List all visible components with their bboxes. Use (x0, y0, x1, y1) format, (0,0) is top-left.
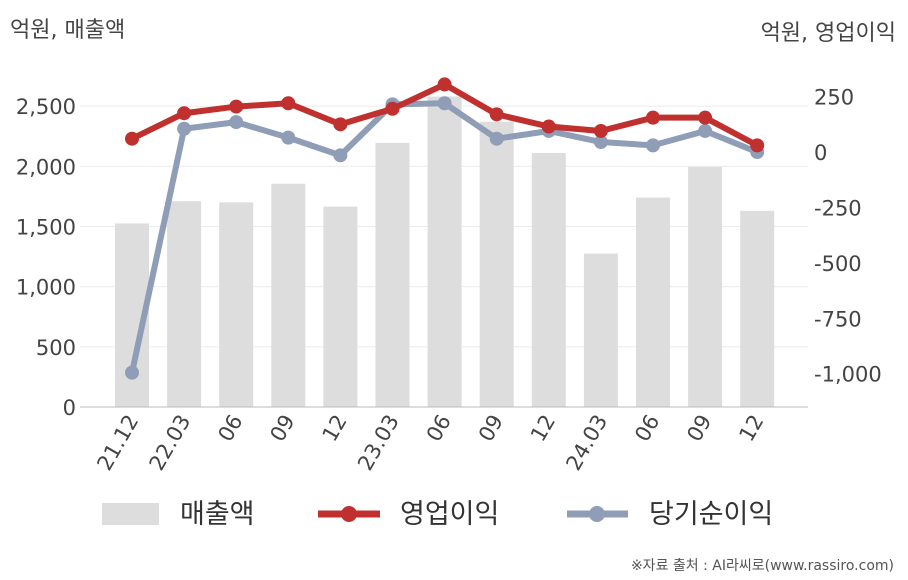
legend-swatch-revenue (102, 503, 159, 525)
revenue-bar (531, 153, 566, 407)
profit-lines (125, 77, 765, 380)
right-tick-label: -250 (814, 196, 862, 220)
revenue-bar (479, 121, 514, 407)
series-point (125, 131, 139, 146)
revenue-bar (583, 253, 618, 407)
series-point (229, 115, 244, 130)
right-tick-label: 250 (814, 86, 854, 110)
x-tick-label: 23.03 (353, 411, 404, 475)
series-point (281, 130, 296, 145)
legend-marker-net-income (589, 506, 605, 522)
x-tick-label: 06 (213, 411, 247, 446)
series-point (437, 77, 452, 92)
revenue-bar (740, 210, 775, 407)
x-tick-label: 12 (734, 411, 768, 446)
left-tick-label: 2,000 (16, 155, 76, 179)
left-tick-label: 0 (63, 396, 76, 420)
revenue-bar (219, 202, 254, 407)
right-axis-ticks: -1,000 -750 -500 -250 0 250 (814, 86, 882, 387)
series-point (437, 96, 452, 111)
right-tick-label: -1,000 (814, 363, 882, 387)
right-tick-label: -500 (814, 252, 862, 276)
legend-label-operating-profit: 영업이익 (400, 499, 499, 530)
left-axis-ticks: 0 500 1,000 1,500 2,000 2,500 (16, 95, 76, 420)
legend-label-net-income: 당기순이익 (649, 499, 773, 530)
x-tick-label: 22.03 (145, 411, 196, 475)
x-tick-label: 09 (682, 411, 716, 446)
series-point (750, 138, 765, 153)
x-tick-label: 21.12 (92, 411, 143, 475)
x-tick-label: 12 (318, 411, 352, 446)
revenue-bar (427, 96, 462, 407)
series-point (229, 99, 244, 114)
series-point (177, 121, 192, 136)
x-tick-label: 09 (265, 411, 299, 446)
series-point (489, 107, 504, 122)
series-point (593, 135, 608, 150)
left-tick-label: 2,500 (16, 95, 76, 119)
x-tick-label: 12 (526, 411, 560, 446)
series-point (646, 110, 660, 125)
x-axis-ticks: 21.12 22.03 06 09 12 23.03 06 09 12 24.03 06 09 12 (92, 411, 768, 475)
right-axis-unit: 억원, 영업이익 (761, 21, 896, 46)
x-tick-label: 09 (474, 411, 508, 446)
x-tick-label: 24.03 (561, 411, 612, 475)
left-axis-unit: 억원, 매출액 (10, 18, 125, 43)
series-point (593, 123, 608, 138)
series-point (177, 106, 192, 121)
right-tick-label: -750 (814, 307, 862, 331)
right-tick-label: 0 (814, 141, 827, 165)
revenue-bar (375, 142, 410, 407)
legend-label-revenue: 매출액 (180, 499, 255, 530)
source-note: ※자료 출처 : AI라씨로(www.rassiro.com) (631, 558, 894, 574)
revenue-bar (167, 201, 202, 407)
series-point (333, 117, 348, 132)
series-point (489, 131, 504, 146)
series-point (698, 110, 713, 125)
revenue-bar (271, 183, 306, 407)
series-point (125, 365, 139, 380)
left-tick-label: 1,000 (16, 276, 76, 300)
revenue-bar (688, 166, 723, 407)
left-tick-label: 500 (36, 336, 76, 360)
series-point (698, 123, 713, 138)
series-point (385, 101, 400, 116)
legend-marker-operating-profit (341, 506, 357, 522)
revenue-bar (323, 206, 358, 407)
series-point (541, 119, 556, 134)
left-tick-label: 1,500 (16, 215, 76, 239)
revenue-bar (636, 197, 670, 407)
x-tick-label: 06 (422, 411, 456, 446)
x-tick-label: 06 (630, 411, 664, 446)
series-point (646, 138, 660, 153)
series-point (333, 148, 348, 163)
legend: 매출액 영업이익 당기순이익 (102, 499, 773, 530)
series-point (281, 96, 296, 111)
revenue-bars (115, 96, 775, 407)
